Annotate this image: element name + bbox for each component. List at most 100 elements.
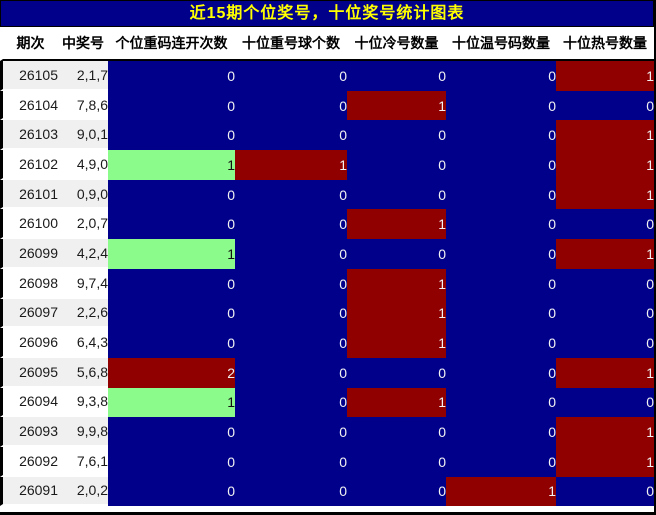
period-cell: 26099 (0, 239, 58, 269)
stat-cell: 1 (347, 328, 446, 358)
stat-cell: 0 (556, 90, 654, 121)
table-row: 26101 0,9,0 0 0 0 0 1 (0, 179, 654, 210)
stat-cell: 0 (347, 120, 446, 151)
stat-cell: 1 (347, 209, 446, 240)
table-row: 26096 6,4,3 0 0 1 0 0 (0, 328, 654, 358)
stat-cell: 0 (108, 328, 235, 358)
table-row: 26103 9,0,1 0 0 0 0 1 (0, 120, 654, 151)
winning-number-cell: 4,9,0 (58, 150, 108, 180)
stat-cell: 0 (556, 328, 654, 358)
table-row: 26100 2,0,7 0 0 1 0 0 (0, 209, 654, 240)
stat-cell: 1 (556, 179, 654, 210)
winning-number-cell: 7,6,1 (58, 446, 108, 477)
stat-cell: 0 (446, 417, 556, 447)
period-cell: 26096 (0, 328, 58, 358)
winning-number-cell: 5,6,8 (58, 357, 108, 388)
stat-cell: 0 (235, 476, 347, 507)
stat-cell: 0 (108, 61, 235, 91)
stat-cell: 0 (235, 61, 347, 91)
stat-cell: 1 (556, 120, 654, 151)
page-title: 近15期个位奖号，十位奖号统计图表 (189, 5, 465, 22)
stat-cell: 1 (446, 476, 556, 507)
stat-cell: 0 (347, 239, 446, 269)
period-cell: 26094 (0, 387, 58, 418)
stat-cell: 0 (235, 209, 347, 240)
stat-cell: 1 (556, 446, 654, 477)
stats-table: 期次 中奖号 个位重码连开次数 十位重号球个数 十位冷号数量 十位温号码数量 十位热号数量 … (0, 27, 654, 507)
period-cell: 26097 (0, 298, 58, 329)
stat-cell: 0 (347, 150, 446, 180)
column-header: 期次 (0, 27, 58, 61)
column-header: 十位热号数量 (556, 27, 654, 61)
stat-cell: 1 (556, 61, 654, 91)
stat-cell: 0 (235, 357, 347, 388)
column-header: 个位重码连开次数 (108, 27, 235, 61)
stat-cell: 1 (108, 239, 235, 269)
winning-number-cell: 2,1,7 (58, 61, 108, 91)
period-cell: 26104 (0, 90, 58, 121)
winning-number-cell: 9,7,4 (58, 268, 108, 299)
stat-cell: 0 (446, 298, 556, 329)
stat-cell: 0 (108, 179, 235, 210)
stat-cell: 0 (446, 179, 556, 210)
table-row: 26093 9,9,8 0 0 0 0 1 (0, 417, 654, 447)
table-row: 26105 2,1,7 0 0 0 0 1 (0, 61, 654, 91)
stat-cell: 1 (108, 150, 235, 180)
stat-cell: 0 (108, 298, 235, 329)
winning-number-cell: 9,9,8 (58, 417, 108, 447)
stat-cell: 0 (108, 120, 235, 151)
stat-cell: 1 (235, 150, 347, 180)
winning-number-cell: 2,0,7 (58, 209, 108, 240)
period-cell: 26101 (0, 179, 58, 210)
stat-cell: 0 (235, 90, 347, 121)
stat-cell: 0 (446, 150, 556, 180)
stat-cell: 0 (446, 387, 556, 418)
period-cell: 26105 (0, 61, 58, 91)
stat-cell: 1 (347, 298, 446, 329)
column-header: 十位温号码数量 (446, 27, 556, 61)
stat-cell: 0 (235, 239, 347, 269)
stat-cell: 0 (108, 476, 235, 507)
table-row: 26098 9,7,4 0 0 1 0 0 (0, 268, 654, 299)
period-cell: 26092 (0, 446, 58, 477)
column-header: 十位重号球个数 (235, 27, 347, 61)
stat-cell: 1 (556, 357, 654, 388)
table-row: 26099 4,2,4 1 0 0 0 1 (0, 239, 654, 269)
stat-cell: 0 (556, 387, 654, 418)
period-cell: 26103 (0, 120, 58, 151)
stat-cell: 1 (556, 417, 654, 447)
table-row: 26092 7,6,1 0 0 0 0 1 (0, 446, 654, 477)
table-row: 26094 9,3,8 1 0 1 0 0 (0, 387, 654, 418)
stat-cell: 0 (235, 446, 347, 477)
stat-cell: 1 (556, 150, 654, 180)
stat-cell: 0 (235, 387, 347, 418)
winning-number-cell: 9,3,8 (58, 387, 108, 418)
stat-cell: 0 (446, 209, 556, 240)
stat-cell: 0 (347, 446, 446, 477)
stat-cell: 0 (347, 476, 446, 507)
table-row: 26097 2,2,6 0 0 1 0 0 (0, 298, 654, 329)
table-row: 26091 2,0,2 0 0 0 1 0 (0, 476, 654, 507)
column-header: 十位冷号数量 (347, 27, 446, 61)
stat-cell: 0 (446, 357, 556, 388)
table-body: 26105 2,1,7 0 0 0 0 1 26104 7,8,6 0 0 1 0 0 26103 9,0,1… (0, 61, 654, 507)
stat-cell: 0 (446, 120, 556, 151)
stat-cell: 0 (556, 268, 654, 299)
stat-cell: 0 (235, 120, 347, 151)
period-cell: 26093 (0, 417, 58, 447)
stat-cell: 0 (108, 417, 235, 447)
table-row: 26102 4,9,0 1 1 0 0 1 (0, 150, 654, 180)
stat-cell: 0 (235, 328, 347, 358)
table-header: 期次 中奖号 个位重码连开次数 十位重号球个数 十位冷号数量 十位温号码数量 十位热号数量 (0, 27, 654, 61)
stat-cell: 1 (347, 268, 446, 299)
stat-cell: 0 (108, 209, 235, 240)
stat-cell: 1 (347, 387, 446, 418)
winning-number-cell: 2,2,6 (58, 298, 108, 329)
stat-cell: 2 (108, 357, 235, 388)
stat-cell: 0 (446, 239, 556, 269)
period-cell: 26102 (0, 150, 58, 180)
stat-cell: 1 (108, 387, 235, 418)
stat-cell: 0 (347, 357, 446, 388)
stat-cell: 0 (108, 446, 235, 477)
